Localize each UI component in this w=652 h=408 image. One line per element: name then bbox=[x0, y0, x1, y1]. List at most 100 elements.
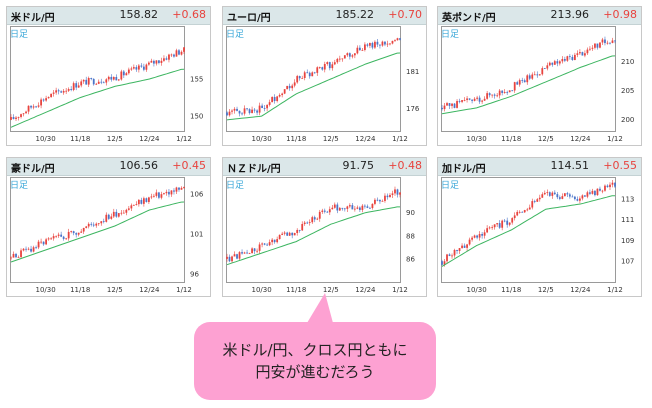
period-label: 日足 bbox=[441, 30, 460, 40]
chart-header: 豪ドル/円 106.56 +0.45 bbox=[7, 158, 210, 176]
candle-body bbox=[466, 98, 468, 100]
candle-body bbox=[142, 198, 145, 204]
candle-body bbox=[556, 61, 559, 64]
candle-body bbox=[112, 211, 115, 217]
candle-body bbox=[175, 187, 178, 192]
candle-body bbox=[248, 109, 251, 114]
candle-body bbox=[25, 111, 27, 114]
candle-body bbox=[478, 97, 481, 102]
candle-body bbox=[311, 217, 314, 223]
candle-body bbox=[10, 257, 12, 259]
candle-body bbox=[526, 209, 529, 211]
candle-body bbox=[150, 60, 153, 63]
candle-body bbox=[132, 204, 135, 206]
candle-body bbox=[381, 41, 384, 46]
pair-name: ＮＺドル/円 bbox=[227, 164, 281, 175]
callout-line-2: 円安が進むだろう bbox=[255, 363, 375, 381]
candle-body bbox=[85, 226, 88, 228]
candle-body bbox=[528, 75, 531, 79]
candle-body bbox=[468, 239, 471, 245]
candle-body bbox=[301, 78, 304, 79]
candle-body bbox=[491, 227, 494, 229]
candle-body bbox=[358, 47, 361, 51]
candle-body bbox=[238, 252, 241, 259]
candle-body bbox=[301, 224, 304, 231]
candle-body bbox=[160, 194, 163, 198]
chart-svg: 113 111 109 107 10/30 11/18 12/5 12/24 1/12 bbox=[441, 179, 634, 294]
candle-body bbox=[67, 89, 70, 91]
candle-body bbox=[228, 111, 231, 116]
x-tick-label: 10/30 bbox=[252, 286, 272, 294]
candle-body bbox=[178, 187, 180, 190]
candle-body bbox=[45, 239, 48, 245]
candle-body bbox=[228, 256, 231, 262]
x-tick-label: 11/18 bbox=[501, 135, 521, 143]
candle-body bbox=[308, 222, 311, 223]
candle-body bbox=[476, 235, 479, 238]
pair-name: 加ドル/円 bbox=[442, 164, 486, 175]
candle-body bbox=[158, 60, 160, 63]
x-tick-label: 12/24 bbox=[139, 135, 160, 143]
candle-body bbox=[328, 209, 331, 213]
candle-body bbox=[127, 69, 130, 74]
candle-body bbox=[263, 243, 266, 245]
y-tick-label: 200 bbox=[621, 116, 634, 124]
candle-body bbox=[183, 47, 185, 52]
candle-body bbox=[12, 117, 15, 120]
candle-body bbox=[589, 48, 591, 50]
candle-body bbox=[283, 89, 286, 94]
candle-body bbox=[62, 236, 65, 239]
candle-body bbox=[268, 102, 271, 105]
candle-body bbox=[110, 76, 113, 80]
candle-body bbox=[386, 195, 389, 198]
candle-body bbox=[391, 40, 394, 44]
candle-body bbox=[536, 74, 539, 76]
candle-body bbox=[173, 54, 175, 57]
candle-body bbox=[117, 79, 120, 81]
candle-body bbox=[521, 211, 524, 213]
candle-body bbox=[293, 233, 296, 236]
candle-body bbox=[72, 83, 75, 90]
candle-body bbox=[75, 233, 78, 235]
candle-body bbox=[571, 56, 574, 60]
candle-body bbox=[379, 199, 381, 202]
candle-body bbox=[366, 44, 369, 46]
x-tick-label: 1/12 bbox=[607, 135, 623, 143]
candle-body bbox=[343, 208, 346, 210]
candle-body bbox=[158, 192, 160, 198]
candle-body bbox=[253, 248, 256, 252]
x-tick-label: 11/18 bbox=[286, 135, 306, 143]
y-tick-label: 150 bbox=[190, 113, 203, 121]
candle-body bbox=[170, 54, 173, 56]
x-tick-label: 1/12 bbox=[607, 286, 623, 294]
x-tick-label: 1/12 bbox=[176, 286, 192, 294]
candle-body bbox=[303, 222, 306, 225]
candle-body bbox=[256, 250, 258, 252]
x-tick-label: 1/12 bbox=[176, 135, 192, 143]
candle-body bbox=[112, 77, 115, 80]
period-label: 日足 bbox=[226, 30, 245, 40]
candle-body bbox=[513, 215, 516, 219]
pair-rate: 185.22 bbox=[335, 8, 375, 21]
candle-body bbox=[321, 67, 324, 70]
candle-body bbox=[508, 222, 511, 225]
candle-body bbox=[584, 53, 586, 56]
candle-body bbox=[486, 93, 489, 99]
candle-body bbox=[75, 83, 78, 88]
candle-body bbox=[446, 103, 448, 106]
candle-body bbox=[363, 205, 366, 207]
candle-body bbox=[526, 75, 529, 83]
candle-body bbox=[361, 205, 364, 210]
candle-body bbox=[503, 92, 506, 93]
candle-body bbox=[461, 245, 463, 249]
pair-change: +0.68 bbox=[172, 8, 206, 21]
candle-body bbox=[553, 192, 556, 195]
candle-body bbox=[336, 58, 339, 63]
candle-body bbox=[40, 241, 42, 243]
y-tick-label: 113 bbox=[621, 195, 634, 203]
candle-body bbox=[145, 64, 148, 70]
candle-body bbox=[293, 82, 296, 86]
candle-body bbox=[528, 207, 531, 210]
y-tick-label: 101 bbox=[190, 231, 203, 239]
candle-body bbox=[456, 249, 458, 251]
